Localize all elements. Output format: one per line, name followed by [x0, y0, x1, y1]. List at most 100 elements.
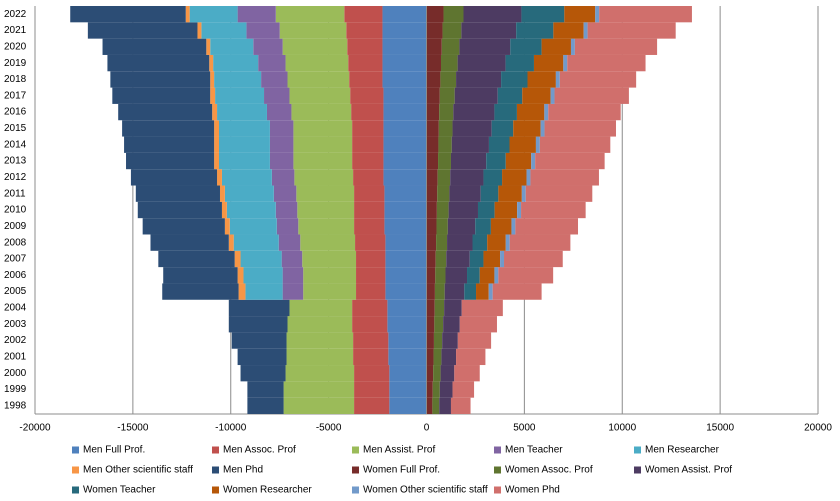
y-tick-label: 2009: [4, 221, 27, 232]
bar: [346, 22, 383, 39]
bar: [449, 185, 481, 202]
bar: [456, 71, 502, 88]
bar: [445, 267, 468, 284]
bar: [461, 22, 517, 39]
bar: [210, 71, 215, 88]
bar: [383, 120, 427, 137]
y-tick-label: 2010: [4, 205, 27, 216]
bar: [444, 299, 462, 317]
bar: [447, 234, 473, 251]
bar: [436, 234, 448, 251]
bar: [436, 201, 449, 219]
bar: [441, 38, 460, 55]
bar: [384, 218, 427, 235]
bar: [383, 169, 427, 186]
bar: [212, 103, 218, 121]
bar: [500, 250, 505, 268]
bar: [293, 136, 353, 153]
bar: [356, 250, 386, 268]
bar: [281, 250, 303, 268]
bar: [349, 71, 383, 88]
bar: [483, 169, 503, 186]
bar: [302, 250, 357, 268]
x-tick-label: -10000: [215, 423, 247, 434]
bar: [385, 283, 427, 300]
bar: [219, 185, 225, 202]
bar: [300, 234, 356, 251]
bar: [492, 283, 542, 300]
bar: [439, 381, 453, 398]
bar: [352, 152, 384, 170]
bar: [383, 87, 427, 104]
bar: [550, 87, 555, 104]
bar: [253, 38, 283, 55]
bar: [509, 136, 536, 153]
bar: [439, 87, 455, 104]
bar: [297, 201, 355, 219]
bar: [354, 185, 385, 202]
bar: [426, 87, 440, 104]
bar: [185, 6, 190, 23]
bar: [511, 218, 516, 235]
bar: [494, 103, 517, 121]
bar: [426, 38, 442, 55]
bar: [450, 397, 471, 414]
bar: [426, 6, 444, 23]
bar: [426, 332, 434, 349]
bar: [266, 103, 292, 121]
bar: [521, 185, 526, 202]
bar: [237, 267, 244, 284]
bar: [451, 136, 489, 153]
bar: [426, 22, 443, 39]
legend-label: Men Researcher: [645, 445, 720, 456]
bar: [479, 267, 495, 284]
bar: [385, 234, 427, 251]
bar: [137, 201, 222, 219]
bar: [435, 267, 446, 284]
bar: [531, 152, 536, 170]
bar: [384, 201, 427, 219]
bar: [434, 299, 445, 317]
x-tick-label: 0: [424, 423, 430, 434]
legend-swatch: [352, 486, 359, 494]
bar: [387, 299, 427, 317]
legend-label: Women Assist. Prof: [645, 465, 732, 476]
bar: [521, 201, 586, 219]
bar: [454, 87, 498, 104]
bar: [426, 120, 439, 137]
y-tick-label: 2004: [4, 303, 27, 314]
bar: [247, 381, 284, 398]
bar: [240, 365, 286, 382]
bar: [433, 332, 443, 349]
legend-swatch: [352, 466, 359, 474]
bar: [219, 152, 270, 170]
bar: [502, 169, 527, 186]
y-tick-label: 2000: [4, 368, 27, 379]
legend-label: Men Teacher: [505, 445, 563, 456]
bar: [426, 185, 438, 202]
bar: [535, 136, 540, 153]
bar: [354, 365, 390, 382]
bar: [206, 38, 211, 55]
y-tick-label: 2016: [4, 107, 27, 118]
bar: [438, 136, 452, 153]
legend-swatch: [212, 446, 219, 454]
bar: [443, 316, 460, 333]
bar: [135, 185, 220, 202]
bar: [275, 201, 298, 219]
bar: [435, 250, 447, 268]
legend-label: Men Other scientific staff: [83, 465, 193, 476]
bar: [437, 169, 451, 186]
bar: [426, 103, 440, 121]
bar: [293, 152, 353, 170]
bar: [219, 120, 270, 137]
y-tick-label: 2017: [4, 90, 27, 101]
bar: [426, 397, 433, 414]
bar: [437, 185, 450, 202]
y-tick-label: 2011: [4, 188, 26, 199]
y-tick-label: 1998: [4, 400, 27, 411]
bar: [273, 185, 297, 202]
bar: [282, 38, 348, 55]
bar: [563, 54, 568, 72]
bar: [303, 283, 357, 300]
